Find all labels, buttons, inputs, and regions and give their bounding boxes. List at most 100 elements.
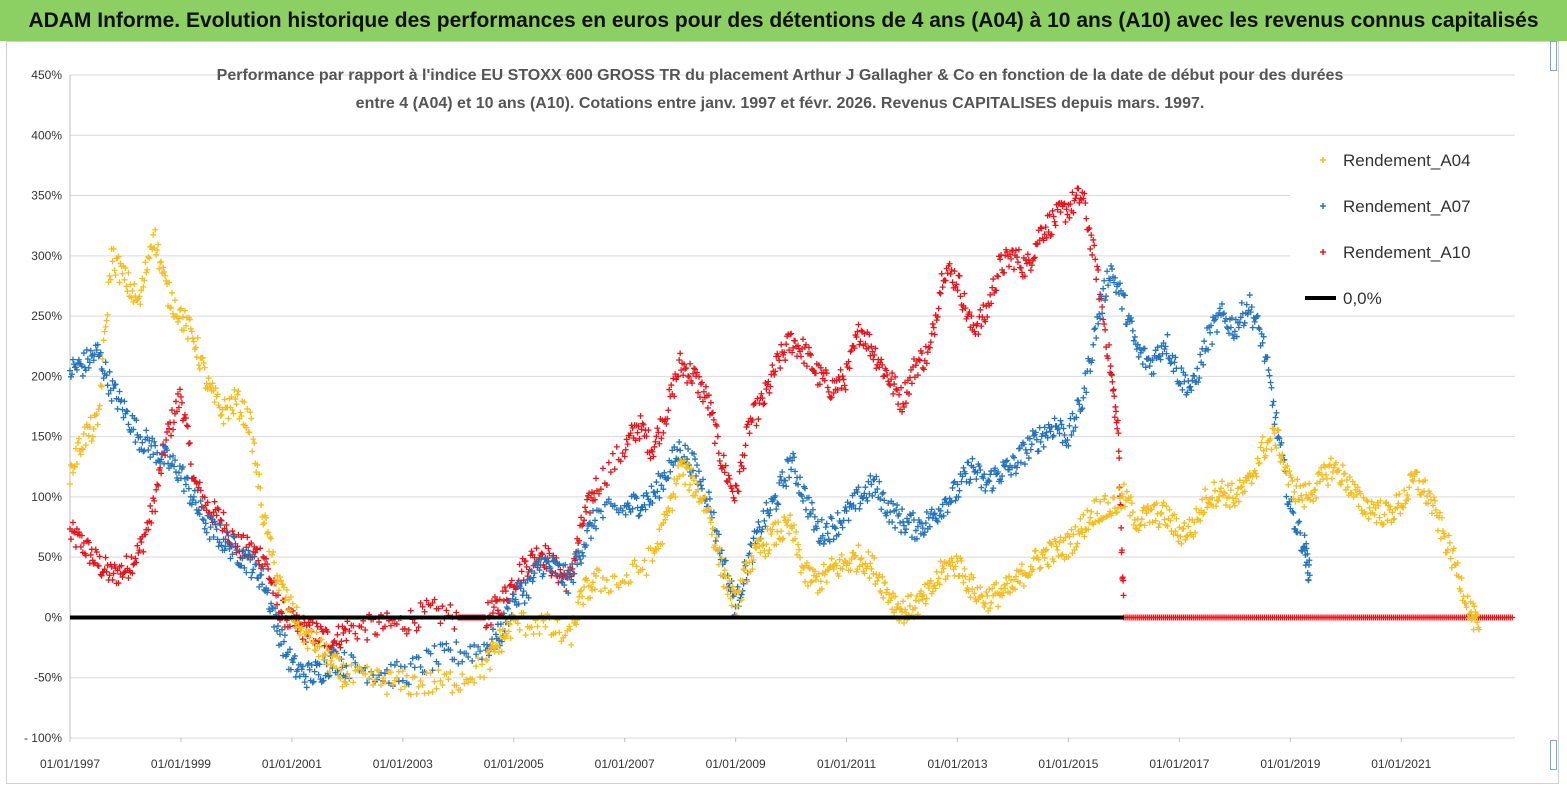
data-point-Rendement_A07: [896, 510, 903, 517]
data-point-Rendement_A10: [1115, 448, 1122, 455]
data-point-Rendement_A07: [151, 438, 158, 445]
data-point-Rendement_A07: [1101, 277, 1108, 284]
data-point-Rendement_A04: [180, 327, 187, 334]
data-point-Rendement_A10: [67, 536, 74, 543]
data-point-Rendement_A04: [479, 661, 486, 668]
data-point-Rendement_A04: [162, 272, 169, 279]
data-point-Rendement_A04: [846, 560, 853, 567]
data-point-Rendement_A10: [855, 321, 862, 328]
data-point-Rendement_A07: [315, 671, 322, 678]
data-point-Rendement_A10: [115, 580, 122, 587]
data-point-Rendement_A07: [1163, 350, 1170, 357]
data-point-Rendement_A10: [431, 596, 438, 603]
data-point-Rendement_A07: [674, 446, 681, 453]
data-point-Rendement_A07: [1060, 425, 1067, 432]
data-point-Rendement_A07: [790, 450, 797, 457]
data-point-Rendement_A07: [1030, 432, 1037, 439]
data-point-Rendement_A04: [431, 678, 438, 685]
data-point-Rendement_A04: [146, 255, 153, 262]
data-point-Rendement_A04: [738, 596, 745, 603]
data-point-Rendement_A07: [157, 459, 164, 466]
data-point-Rendement_A04: [1470, 626, 1477, 633]
data-point-Rendement_A04: [749, 566, 756, 573]
data-point-Rendement_A04: [225, 415, 232, 422]
data-point-Rendement_A07: [210, 533, 217, 540]
x-tick-label: 01/01/2001: [262, 757, 322, 771]
data-point-Rendement_A10: [837, 366, 844, 373]
data-point-Rendement_A07: [184, 475, 191, 482]
data-point-Rendement_A04: [1416, 477, 1423, 484]
data-point-Rendement_A10: [984, 313, 991, 320]
data-point-Rendement_A07: [207, 524, 214, 531]
data-point-Rendement_A07: [99, 367, 106, 374]
resize-handle-top[interactable]: [1550, 41, 1557, 71]
data-point-Rendement_A04: [186, 316, 193, 323]
resize-handle-bottom[interactable]: [1550, 740, 1557, 770]
data-point-Rendement_A04: [427, 670, 434, 677]
data-point-Rendement_A07: [132, 439, 139, 446]
data-point-Rendement_A07: [364, 679, 371, 686]
data-point-Rendement_A04: [82, 442, 89, 449]
data-point-Rendement_A04: [812, 576, 819, 583]
data-point-Rendement_A07: [597, 508, 604, 515]
data-point-Rendement_A04: [673, 480, 680, 487]
data-point-Rendement_A10: [660, 429, 667, 436]
data-point-Rendement_A10: [125, 575, 132, 582]
data-point-Rendement_A10: [816, 381, 823, 388]
data-point-Rendement_A04: [926, 580, 933, 587]
data-point-Rendement_A10: [645, 427, 652, 434]
data-point-Rendement_A04: [1219, 478, 1225, 485]
data-point-Rendement_A07: [779, 468, 786, 475]
data-point-Rendement_A04: [607, 588, 614, 595]
data-point-Rendement_A07: [928, 506, 935, 513]
data-point-Rendement_A07: [807, 510, 814, 517]
data-point-Rendement_A04: [578, 587, 585, 594]
data-point-Rendement_A04: [1252, 470, 1259, 477]
data-point-Rendement_A10: [637, 412, 644, 419]
data-point-Rendement_A07: [1160, 339, 1167, 346]
data-point-Rendement_A07: [492, 631, 499, 638]
data-point-Rendement_A10: [858, 327, 865, 334]
data-point-Rendement_A04: [1184, 532, 1191, 539]
data-point-Rendement_A10: [868, 343, 875, 350]
data-point-Rendement_A10: [578, 514, 585, 521]
data-point-Rendement_A10: [700, 388, 707, 395]
data-point-Rendement_A10: [765, 378, 772, 385]
data-point-Rendement_A07: [1025, 455, 1032, 462]
data-point-Rendement_A04: [265, 529, 272, 536]
data-point-Rendement_A10: [664, 415, 671, 422]
data-point-Rendement_A07: [1276, 435, 1283, 442]
data-point-Rendement_A04: [821, 571, 828, 578]
data-point-Rendement_A04: [469, 676, 476, 683]
data-point-Rendement_A04: [1056, 539, 1063, 546]
data-point-Rendement_A10: [901, 404, 908, 411]
data-point-Rendement_A07: [1170, 368, 1177, 375]
data-point-Rendement_A07: [562, 561, 569, 568]
data-point-Rendement_A04: [601, 585, 608, 592]
data-point-Rendement_A04: [131, 280, 138, 287]
data-point-Rendement_A10: [123, 553, 130, 560]
data-point-Rendement_A07: [1021, 461, 1028, 468]
data-point-Rendement_A04: [740, 566, 747, 573]
data-point-Rendement_A07: [393, 658, 400, 665]
data-point-Rendement_A10: [401, 625, 408, 632]
data-point-Rendement_A07: [192, 499, 199, 506]
x-tick-label: 01/01/2011: [817, 757, 876, 771]
data-point-Rendement_A10: [1048, 231, 1055, 238]
data-point-Rendement_A07: [697, 482, 704, 489]
data-point-Rendement_A04: [723, 585, 730, 592]
data-point-Rendement_A04: [789, 525, 796, 532]
data-point-Rendement_A10: [557, 566, 564, 573]
y-tick-label: 150%: [31, 430, 62, 444]
data-point-Rendement_A07: [1211, 317, 1218, 324]
data-point-Rendement_A04: [875, 574, 882, 581]
data-point-Rendement_A04: [96, 402, 103, 409]
data-point-Rendement_A10: [944, 270, 951, 277]
data-point-Rendement_A07: [783, 483, 790, 490]
data-point-Rendement_A10: [1509, 614, 1516, 621]
data-point-Rendement_A07: [510, 591, 517, 598]
data-point-Rendement_A07: [91, 351, 98, 358]
data-point-Rendement_A10: [887, 382, 894, 389]
data-point-Rendement_A07: [788, 466, 795, 473]
data-point-Rendement_A10: [429, 600, 436, 607]
